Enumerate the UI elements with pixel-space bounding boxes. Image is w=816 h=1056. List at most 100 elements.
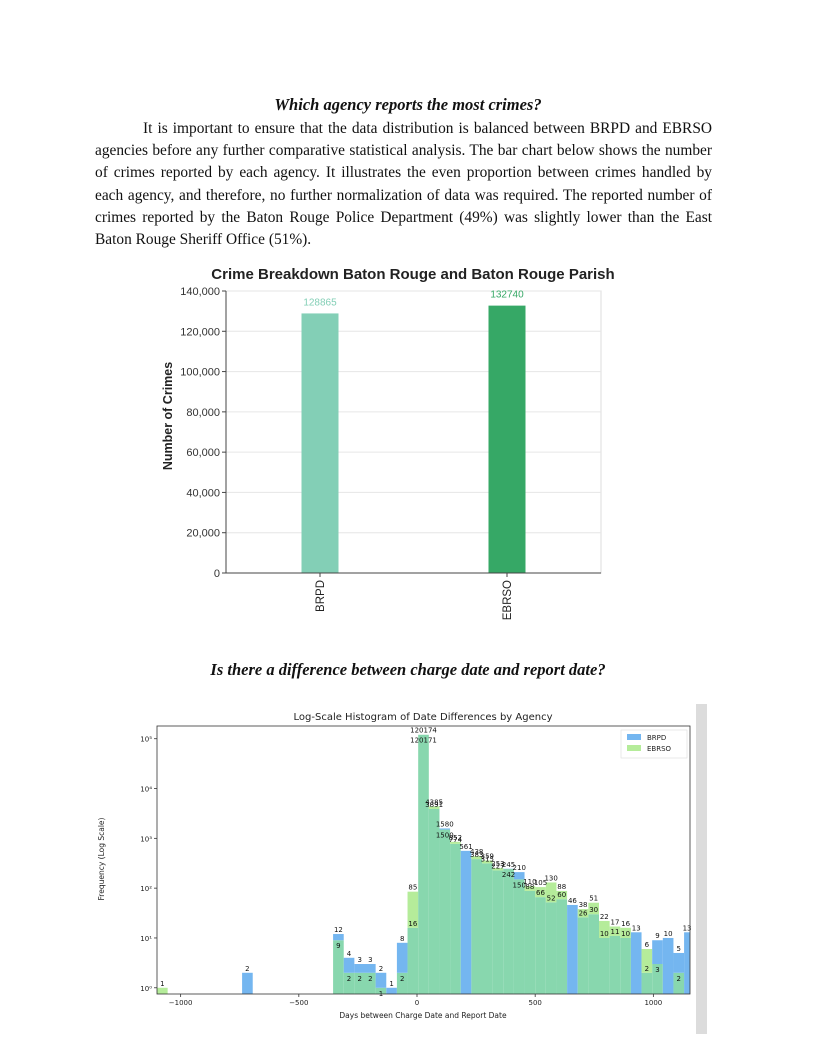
histogram-bin-label: 51: [589, 895, 598, 903]
bar-ytick-label: 100,000: [180, 367, 220, 379]
histogram-ytick-label: 10⁴: [140, 786, 152, 794]
histogram-bin-label: 30: [589, 906, 598, 914]
histogram-bin-label: 3: [357, 956, 361, 964]
histogram-bar-brpd: [365, 964, 376, 973]
histogram-bin-label: 245: [502, 861, 515, 869]
histogram-bar-overlap: [450, 843, 461, 994]
histogram-bin-label: 17: [610, 918, 619, 926]
histogram-bar-overlap: [428, 808, 440, 994]
histogram-bin-label: 2: [347, 975, 351, 983]
histogram-bin-label: 12: [334, 926, 343, 934]
section-heading-agency: Which agency reports the most crimes?: [274, 95, 542, 114]
histogram-ytick-label: 10⁵: [140, 736, 152, 744]
bar-chart-ylabel: Number of Crimes: [161, 362, 175, 470]
histogram-bar-overlap: [343, 972, 355, 994]
histogram-bin-label: 16: [408, 920, 417, 928]
histogram-bar-overlap: [641, 972, 653, 994]
histogram-bin-label: 2: [357, 975, 361, 983]
histogram-bin-label: 2: [645, 965, 649, 973]
histogram-ytick-label: 10³: [140, 835, 152, 843]
histogram-bin-label: 11: [610, 928, 619, 936]
histogram-bin-label: 88: [557, 883, 566, 891]
histogram-bar-brpd: [567, 904, 578, 994]
intro-paragraph-text: It is important to ensure that the data …: [95, 120, 712, 249]
histogram-bin-label: 105: [534, 879, 547, 887]
histogram-bar-overlap: [354, 972, 365, 994]
histogram-bar-overlap: [503, 869, 514, 994]
histogram-bar-overlap: [524, 890, 536, 994]
histogram-bar-ebrso: [407, 891, 419, 928]
histogram-bar-brpd: [386, 987, 397, 994]
bar-ebrso: [488, 305, 526, 573]
histogram-bin-label: 130: [544, 874, 557, 882]
histogram-bin-label: 13: [683, 924, 692, 932]
date-difference-histogram: Log-Scale Histogram of Date Differences …: [97, 704, 707, 1034]
histogram-xtick-label: −1000: [169, 999, 193, 1007]
histogram-ytick-label: 10²: [140, 885, 152, 893]
histogram-bin-label: 253: [491, 860, 504, 868]
bar-ytick-label: 60,000: [186, 447, 220, 459]
histogram-bar-brpd: [343, 957, 355, 973]
histogram-bar-overlap: [535, 897, 546, 994]
histogram-bar-brpd: [684, 932, 690, 994]
histogram-plot-frame: [156, 725, 691, 995]
histogram-bar-overlap: [588, 914, 599, 994]
histogram-bar-brpd: [662, 937, 674, 994]
histogram-bar-overlap: [545, 902, 557, 994]
histogram-bin-label: 10: [621, 930, 630, 938]
histogram-bar-ebrso: [450, 841, 461, 844]
histogram-bar-brpd: [354, 964, 365, 973]
histogram-xtick-label: −500: [289, 999, 308, 1007]
histogram-bar-overlap: [418, 734, 429, 994]
histogram-bin-label: 438: [470, 848, 483, 856]
histogram-bin-label: 2: [368, 975, 372, 983]
agency-bar-chart: Crime Breakdown Baton Rouge and Baton Ro…: [161, 266, 615, 620]
bar-plot-area: [225, 290, 602, 574]
histogram-bin-label: 227: [491, 862, 504, 870]
scrollbar-track[interactable]: [696, 704, 707, 1034]
bar-data-label: 132740: [490, 290, 524, 301]
histogram-bar-brpd: [333, 934, 344, 941]
histogram-bin-label: 383: [470, 851, 483, 859]
histogram-bar-ebrso: [609, 926, 621, 936]
histogram-bar-overlap: [620, 937, 631, 994]
histogram-bar-ebrso: [492, 868, 504, 871]
histogram-bar-overlap: [407, 927, 419, 994]
histogram-bin-label: 1: [160, 980, 164, 988]
histogram-bar-overlap: [556, 899, 568, 994]
bar-ytick-label: 0: [214, 568, 220, 580]
histogram-bin-label: 5: [677, 945, 681, 953]
histogram-bar-overlap: [513, 879, 525, 994]
bar-ytick-label: 140,000: [180, 286, 220, 298]
histogram-bin-label: 120171: [410, 737, 437, 745]
histogram-bin-label: 9: [336, 942, 340, 950]
histogram-bin-label: 1580: [436, 820, 454, 828]
histogram-bar-overlap: [492, 870, 504, 994]
histogram-bin-label: 26: [579, 909, 588, 917]
histogram-bar-brpd: [630, 932, 642, 994]
histogram-bin-label: 774: [449, 836, 463, 844]
histogram-title: Log-Scale Histogram of Date Differences …: [294, 712, 553, 723]
histogram-bin-label: 359: [481, 853, 494, 861]
histogram-bar-overlap: [439, 829, 451, 994]
histogram-bin-label: 2: [245, 965, 249, 973]
histogram-bar-brpd: [652, 940, 663, 965]
histogram-bar-ebrso: [524, 886, 536, 891]
histogram-bin-label: 210: [513, 864, 526, 872]
histogram-bin-label: 4: [347, 950, 352, 958]
histogram-bar-brpd: [460, 850, 472, 994]
histogram-bin-label: 4385: [425, 798, 443, 806]
histogram-bar-ebrso: [577, 909, 589, 918]
histogram-bin-label: 110: [523, 878, 536, 886]
bar-chart-title: Crime Breakdown Baton Rouge and Baton Ro…: [211, 266, 614, 283]
histogram-bar-brpd: [513, 872, 525, 880]
histogram-bar-overlap: [482, 863, 493, 994]
histogram-bin-label: 85: [408, 884, 417, 892]
histogram-bin-label: 16: [621, 920, 630, 928]
bar-ytick-label: 20,000: [186, 528, 220, 540]
histogram-bin-label: 6: [645, 941, 650, 949]
histogram-bin-label: 46: [568, 897, 577, 905]
histogram-bar-overlap: [599, 937, 610, 994]
histogram-ytick-label: 10¹: [140, 935, 152, 943]
histogram-bar-ebrso: [482, 860, 493, 864]
